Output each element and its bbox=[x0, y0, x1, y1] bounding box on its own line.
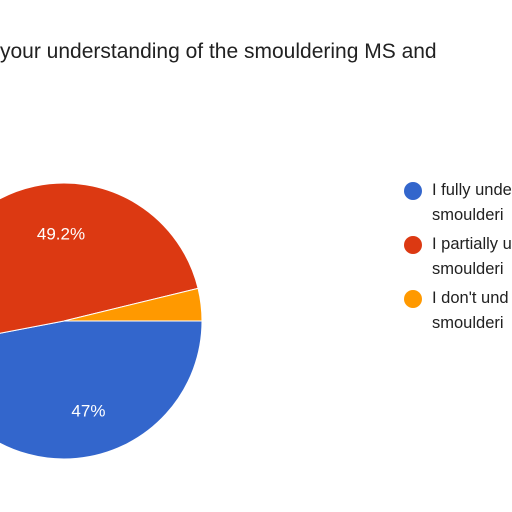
legend-label-line: smoulderi bbox=[432, 206, 504, 224]
legend-item-dont[interactable]: I don't und smoulderi bbox=[404, 286, 512, 336]
pie-slice-label: 47% bbox=[71, 401, 105, 420]
legend-item-fully[interactable]: I fully unde smoulderi bbox=[404, 178, 512, 228]
legend-label-line: I partially u bbox=[432, 235, 512, 253]
legend-label-line: smoulderi bbox=[432, 260, 504, 278]
chart-title: your understanding of the smouldering MS… bbox=[0, 40, 437, 63]
legend-label-line: I don't und bbox=[432, 289, 509, 307]
legend-item-partially[interactable]: I partially u smoulderi bbox=[404, 232, 512, 282]
legend-swatch-dont bbox=[404, 290, 422, 308]
legend: I fully unde smoulderi I partially u smo… bbox=[404, 178, 512, 340]
legend-swatch-partially bbox=[404, 236, 422, 254]
pie-slice-dont[interactable] bbox=[63, 287, 203, 322]
legend-label-line: smoulderi bbox=[432, 314, 504, 332]
pie-slice-label: 49.2% bbox=[37, 224, 85, 243]
pie-slice-fully[interactable] bbox=[0, 320, 203, 460]
legend-label-line: I fully unde bbox=[432, 181, 512, 199]
legend-swatch-fully bbox=[404, 182, 422, 200]
pie-slice-partially[interactable] bbox=[0, 182, 199, 347]
